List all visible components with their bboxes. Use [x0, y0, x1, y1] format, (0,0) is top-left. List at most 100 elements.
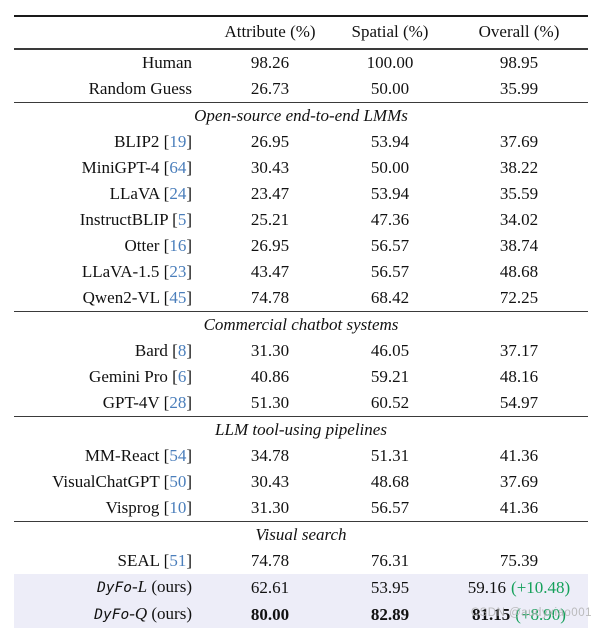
header-overall: Overall (%) [450, 16, 588, 50]
attribute-value: 26.95 [250, 132, 290, 151]
model-name-cell: Visprog [10] [14, 495, 210, 522]
citation-number[interactable]: 16 [169, 236, 187, 255]
table-row: DyFo-L (ours) 62.61 53.95 59.16 (+10.48) [14, 574, 588, 601]
attribute-value-cell: 26.95 [210, 233, 330, 259]
attribute-value-cell: 25.21 [210, 207, 330, 233]
citation-bracket-close: ] [186, 498, 192, 517]
spatial-value-cell: 53.95 [330, 574, 450, 601]
attribute-value: 26.95 [250, 236, 290, 255]
spatial-value-cell: 56.57 [330, 495, 450, 522]
spatial-value: 60.52 [370, 393, 410, 412]
table-row: SEAL [51] 74.78 76.31 75.39 [14, 548, 588, 574]
overall-gain-value: (+8.90) [515, 604, 566, 624]
citation-bracket-close: ] [186, 341, 192, 360]
citation-number[interactable]: 45 [169, 288, 187, 307]
spatial-value: 51.31 [370, 446, 410, 465]
citation-number[interactable]: 5 [177, 210, 187, 229]
citation-number[interactable]: 23 [169, 262, 187, 281]
table-row: LLaVA [24] 23.47 53.94 35.59 [14, 181, 588, 207]
overall-value-cell: 48.68 [450, 259, 588, 285]
overall-value-cell: 98.95 [450, 49, 588, 76]
table-row: MM-React [54] 34.78 51.31 41.36 [14, 443, 588, 469]
table-row: Human 98.26 100.00 98.95 [14, 49, 588, 76]
model-name: Gemini Pro [89, 367, 168, 386]
header-attribute: Attribute (%) [210, 16, 330, 50]
citation-bracket-open: [ [167, 367, 178, 386]
citation-number[interactable]: 24 [169, 184, 187, 203]
table-row: Random Guess 26.73 50.00 35.99 [14, 76, 588, 103]
spatial-value-cell: 47.36 [330, 207, 450, 233]
spatial-value-cell: 48.68 [330, 469, 450, 495]
watermark-text: CSDN @audyxiao001 [470, 607, 592, 619]
citation-number[interactable]: 51 [169, 551, 187, 570]
model-name-cell: LLaVA [24] [14, 181, 210, 207]
overall-value-cell: 75.39 [450, 548, 588, 574]
spatial-value-cell: 59.21 [330, 364, 450, 390]
model-name-cell: Gemini Pro [6] [14, 364, 210, 390]
citation-bracket-close: ] [186, 236, 192, 255]
model-name-cell: Bard [8] [14, 338, 210, 364]
section-title: Visual search [14, 521, 588, 548]
citation-number[interactable]: 64 [169, 158, 187, 177]
citation-bracket-open: [ [159, 472, 170, 491]
attribute-value-cell: 74.78 [210, 285, 330, 312]
spatial-value: 53.94 [370, 132, 410, 151]
attribute-value-cell: 31.30 [210, 338, 330, 364]
spatial-value-cell: 100.00 [330, 49, 450, 76]
spatial-value-cell: 50.00 [330, 76, 450, 103]
overall-value-cell: 35.99 [450, 76, 588, 103]
model-name-cell: InstructBLIP [5] [14, 207, 210, 233]
attribute-value: 25.21 [250, 210, 290, 229]
attribute-value-cell: 26.73 [210, 76, 330, 103]
model-name-cell: BLIP2 [19] [14, 129, 210, 155]
section-title: Open-source end-to-end LMMs [14, 102, 588, 129]
spatial-value: 48.68 [370, 472, 410, 491]
spatial-value-cell: 46.05 [330, 338, 450, 364]
overall-value: 75.39 [499, 551, 539, 570]
table-row: VisualChatGPT [50] 30.43 48.68 37.69 [14, 469, 588, 495]
model-name-cell: LLaVA-1.5 [23] [14, 259, 210, 285]
overall-value: 48.16 [499, 367, 539, 386]
citation-number[interactable]: 19 [169, 132, 187, 151]
overall-value: 38.22 [499, 158, 539, 177]
citation-bracket-open: [ [159, 236, 170, 255]
overall-value: 59.16 [467, 577, 507, 597]
table-row: DyFo-Q (ours) 80.00 82.89 81.15 (+8.90) [14, 601, 588, 628]
citation-number[interactable]: 10 [169, 498, 187, 517]
citation-number[interactable]: 8 [177, 341, 187, 360]
citation-number[interactable]: 28 [169, 393, 187, 412]
overall-value: 98.95 [499, 53, 539, 72]
spatial-value-cell: 53.94 [330, 129, 450, 155]
citation-bracket-open: [ [159, 184, 170, 203]
overall-value: 72.25 [499, 288, 539, 307]
citation-bracket-close: ] [186, 210, 192, 229]
model-name-cell: GPT-4V [28] [14, 390, 210, 417]
model-name-cell: SEAL [51] [14, 548, 210, 574]
model-name: MiniGPT-4 [81, 158, 160, 177]
model-name-mono: DyFo [94, 607, 130, 623]
citation-bracket-open: [ [159, 288, 170, 307]
attribute-value: 40.86 [250, 367, 290, 386]
citation-number[interactable]: 50 [169, 472, 187, 491]
citation-number[interactable]: 54 [169, 446, 187, 465]
model-name-cell: DyFo-L (ours) [14, 574, 210, 601]
overall-value: 41.36 [499, 498, 539, 517]
citation-bracket-close: ] [186, 551, 192, 570]
attribute-value: 98.26 [250, 53, 290, 72]
section-title-row: Commercial chatbot systems [14, 311, 588, 338]
citation-bracket-close: ] [186, 262, 192, 281]
overall-value: 38.74 [499, 236, 539, 255]
citation-bracket-open: [ [159, 446, 170, 465]
table-row: MiniGPT-4 [64] 30.43 50.00 38.22 [14, 155, 588, 181]
citation-bracket-open: [ [167, 210, 178, 229]
overall-value: 35.59 [499, 184, 539, 203]
overall-value-cell: 37.17 [450, 338, 588, 364]
overall-value: 81.15 [472, 604, 511, 624]
model-name: InstructBLIP [79, 210, 168, 229]
citation-number[interactable]: 6 [177, 367, 187, 386]
spatial-value-cell: 56.57 [330, 233, 450, 259]
attribute-value-cell: 26.95 [210, 129, 330, 155]
table-row: Gemini Pro [6] 40.86 59.21 48.16 [14, 364, 588, 390]
attribute-value: 31.30 [250, 498, 290, 517]
model-name-suffix: (ours) [147, 577, 192, 596]
